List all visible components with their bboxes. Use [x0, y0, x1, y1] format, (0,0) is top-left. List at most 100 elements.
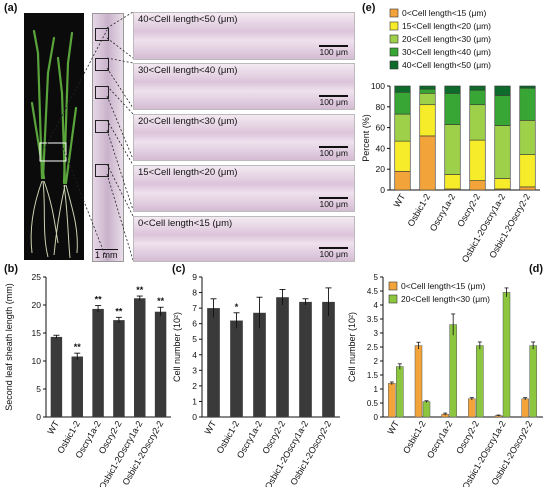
x-tick-label: WT [45, 419, 61, 437]
stacked-bar-segment [520, 86, 536, 88]
y-tick-label: 8 [192, 288, 197, 298]
y-tick-label: 100 [371, 81, 385, 91]
legend-label: 30<Cell length<40 (μm) [402, 47, 491, 57]
y-tick-label: 2 [374, 357, 379, 366]
x-tick-label: WT [203, 419, 219, 437]
y-tick-label: 3 [192, 365, 197, 375]
legend-swatch [390, 9, 398, 17]
y-axis-label: Second leaf sheath length (mm) [4, 283, 14, 411]
legend-swatch [390, 61, 398, 69]
y-tick-label: 1 [192, 396, 197, 406]
bar [155, 312, 166, 417]
stacked-bar-segment [470, 86, 486, 90]
y-tick-label: 0 [380, 185, 385, 195]
stacked-bar-segment [395, 114, 411, 141]
y-axis-label: Cell number (10²) [347, 312, 357, 382]
chart-e-percent-distribution: 0 20 40 60 80 100 Percent (%) WTOsbic1-2Oscry1a… [360, 0, 550, 262]
bar [423, 402, 430, 417]
stacked-bar-segment [495, 95, 511, 125]
stacked-bar-segment [395, 92, 411, 114]
stacked-bar-segment [445, 86, 461, 93]
x-tick-label: WT [392, 192, 408, 210]
bar [207, 308, 220, 417]
significance-marker: ** [115, 306, 123, 316]
y-tick-label: 2 [192, 381, 197, 391]
stacked-bar-segment [495, 86, 511, 95]
x-tick-label: WT [385, 419, 401, 437]
bar [299, 302, 312, 417]
legend-label: 15<Cell length<20 (μm) [402, 21, 491, 31]
significance-marker: ** [157, 296, 165, 306]
bar [322, 302, 335, 417]
micrograph-label: 15<Cell length<20 (μm) [138, 167, 237, 178]
micrograph-label: 20<Cell length<30 (μm) [138, 116, 237, 127]
significance-marker: ** [136, 285, 144, 295]
micrograph-scale-bar: 100 μm [319, 97, 348, 107]
y-tick-label: 0 [374, 413, 379, 422]
panel-a: (a) 1 m [0, 0, 355, 262]
bar [92, 309, 103, 417]
chart-d-cell-number-by-length: 0 0.5 1 1.5 2 2.5 3 3.5 4 4.5 5 Cell number (10²) WT… [345, 265, 550, 487]
legend-label: 40<Cell length<50 (μm) [402, 60, 491, 70]
stacked-bar-segment [420, 136, 436, 190]
stacked-bar-segment [495, 179, 511, 189]
y-tick-label: 3.5 [367, 315, 379, 324]
y-tick-label: 20 [32, 300, 42, 310]
x-tick-label: Oscry1a-2 [428, 192, 457, 233]
legend-label: 0<Cell length<15 (μm) [401, 281, 485, 291]
significance-marker: ** [95, 295, 103, 305]
stacked-bar-segment [420, 93, 436, 104]
y-tick-label: 10 [32, 356, 42, 366]
stacked-bar-segment [520, 187, 536, 190]
y-tick-label: 4 [374, 301, 379, 310]
y-tick-label: 4 [192, 350, 197, 360]
y-tick-label: 20 [376, 164, 386, 174]
y-tick-label: 60 [376, 123, 386, 133]
micrograph-40-50: 40<Cell length<50 (μm) 100 μm [133, 12, 355, 60]
significance-marker: ** [74, 342, 82, 352]
micrograph-label: 40<Cell length<50 (μm) [138, 14, 237, 25]
y-tick-label: 0 [192, 412, 197, 422]
bar [415, 346, 422, 417]
legend-swatch [390, 22, 398, 30]
stacked-bar-segment [520, 120, 536, 154]
stacked-bar-segment [445, 93, 461, 124]
micrograph-scale-bar: 100 μm [319, 199, 348, 209]
stacked-bar-segment [395, 86, 411, 92]
stacked-bar-segment [445, 124, 461, 174]
stacked-bar-segment [420, 105, 436, 136]
stacked-bar-segment [420, 86, 436, 89]
micrograph-label: 0<Cell length<15 (μm) [138, 218, 232, 229]
y-tick-label: 40 [376, 143, 386, 153]
stacked-bar-segment [520, 88, 536, 120]
y-tick-label: 1 [374, 385, 379, 394]
legend-swatch [390, 48, 398, 56]
micrograph-scale-bar: 100 μm [319, 249, 348, 259]
x-tick-label: Osbic1-2 [406, 192, 433, 228]
y-tick-label: 3 [374, 329, 379, 338]
y-tick-label: 5 [36, 384, 41, 394]
micrograph-0-15: 0<Cell length<15 (μm) 100 μm [133, 216, 355, 262]
legend-swatch [389, 295, 397, 303]
x-tick-label: Oscry2-2 [454, 419, 481, 456]
y-tick-label: 25 [32, 272, 42, 282]
legend-swatch [389, 282, 397, 290]
micrograph-30-40: 30<Cell length<40 (μm) 100 μm [133, 63, 355, 110]
stacked-bar-segment [520, 155, 536, 187]
y-tick-label: 5 [374, 273, 379, 282]
y-tick-label: 15 [32, 328, 42, 338]
stacked-bar-segment [395, 141, 411, 171]
x-tick-label: Oscry1a-2 [425, 419, 454, 460]
y-tick-label: 1.5 [367, 371, 379, 380]
stacked-bar-segment [470, 105, 486, 140]
stacked-bar-segment [395, 171, 411, 190]
stacked-bar-segment [470, 90, 486, 105]
bar [396, 367, 403, 417]
bar [388, 383, 395, 417]
micrograph-15-20: 15<Cell length<20 (μm) 100 μm [133, 165, 355, 212]
stacked-bar-segment [495, 126, 511, 179]
bar [530, 346, 537, 417]
bar [113, 320, 124, 417]
bar [134, 298, 145, 417]
